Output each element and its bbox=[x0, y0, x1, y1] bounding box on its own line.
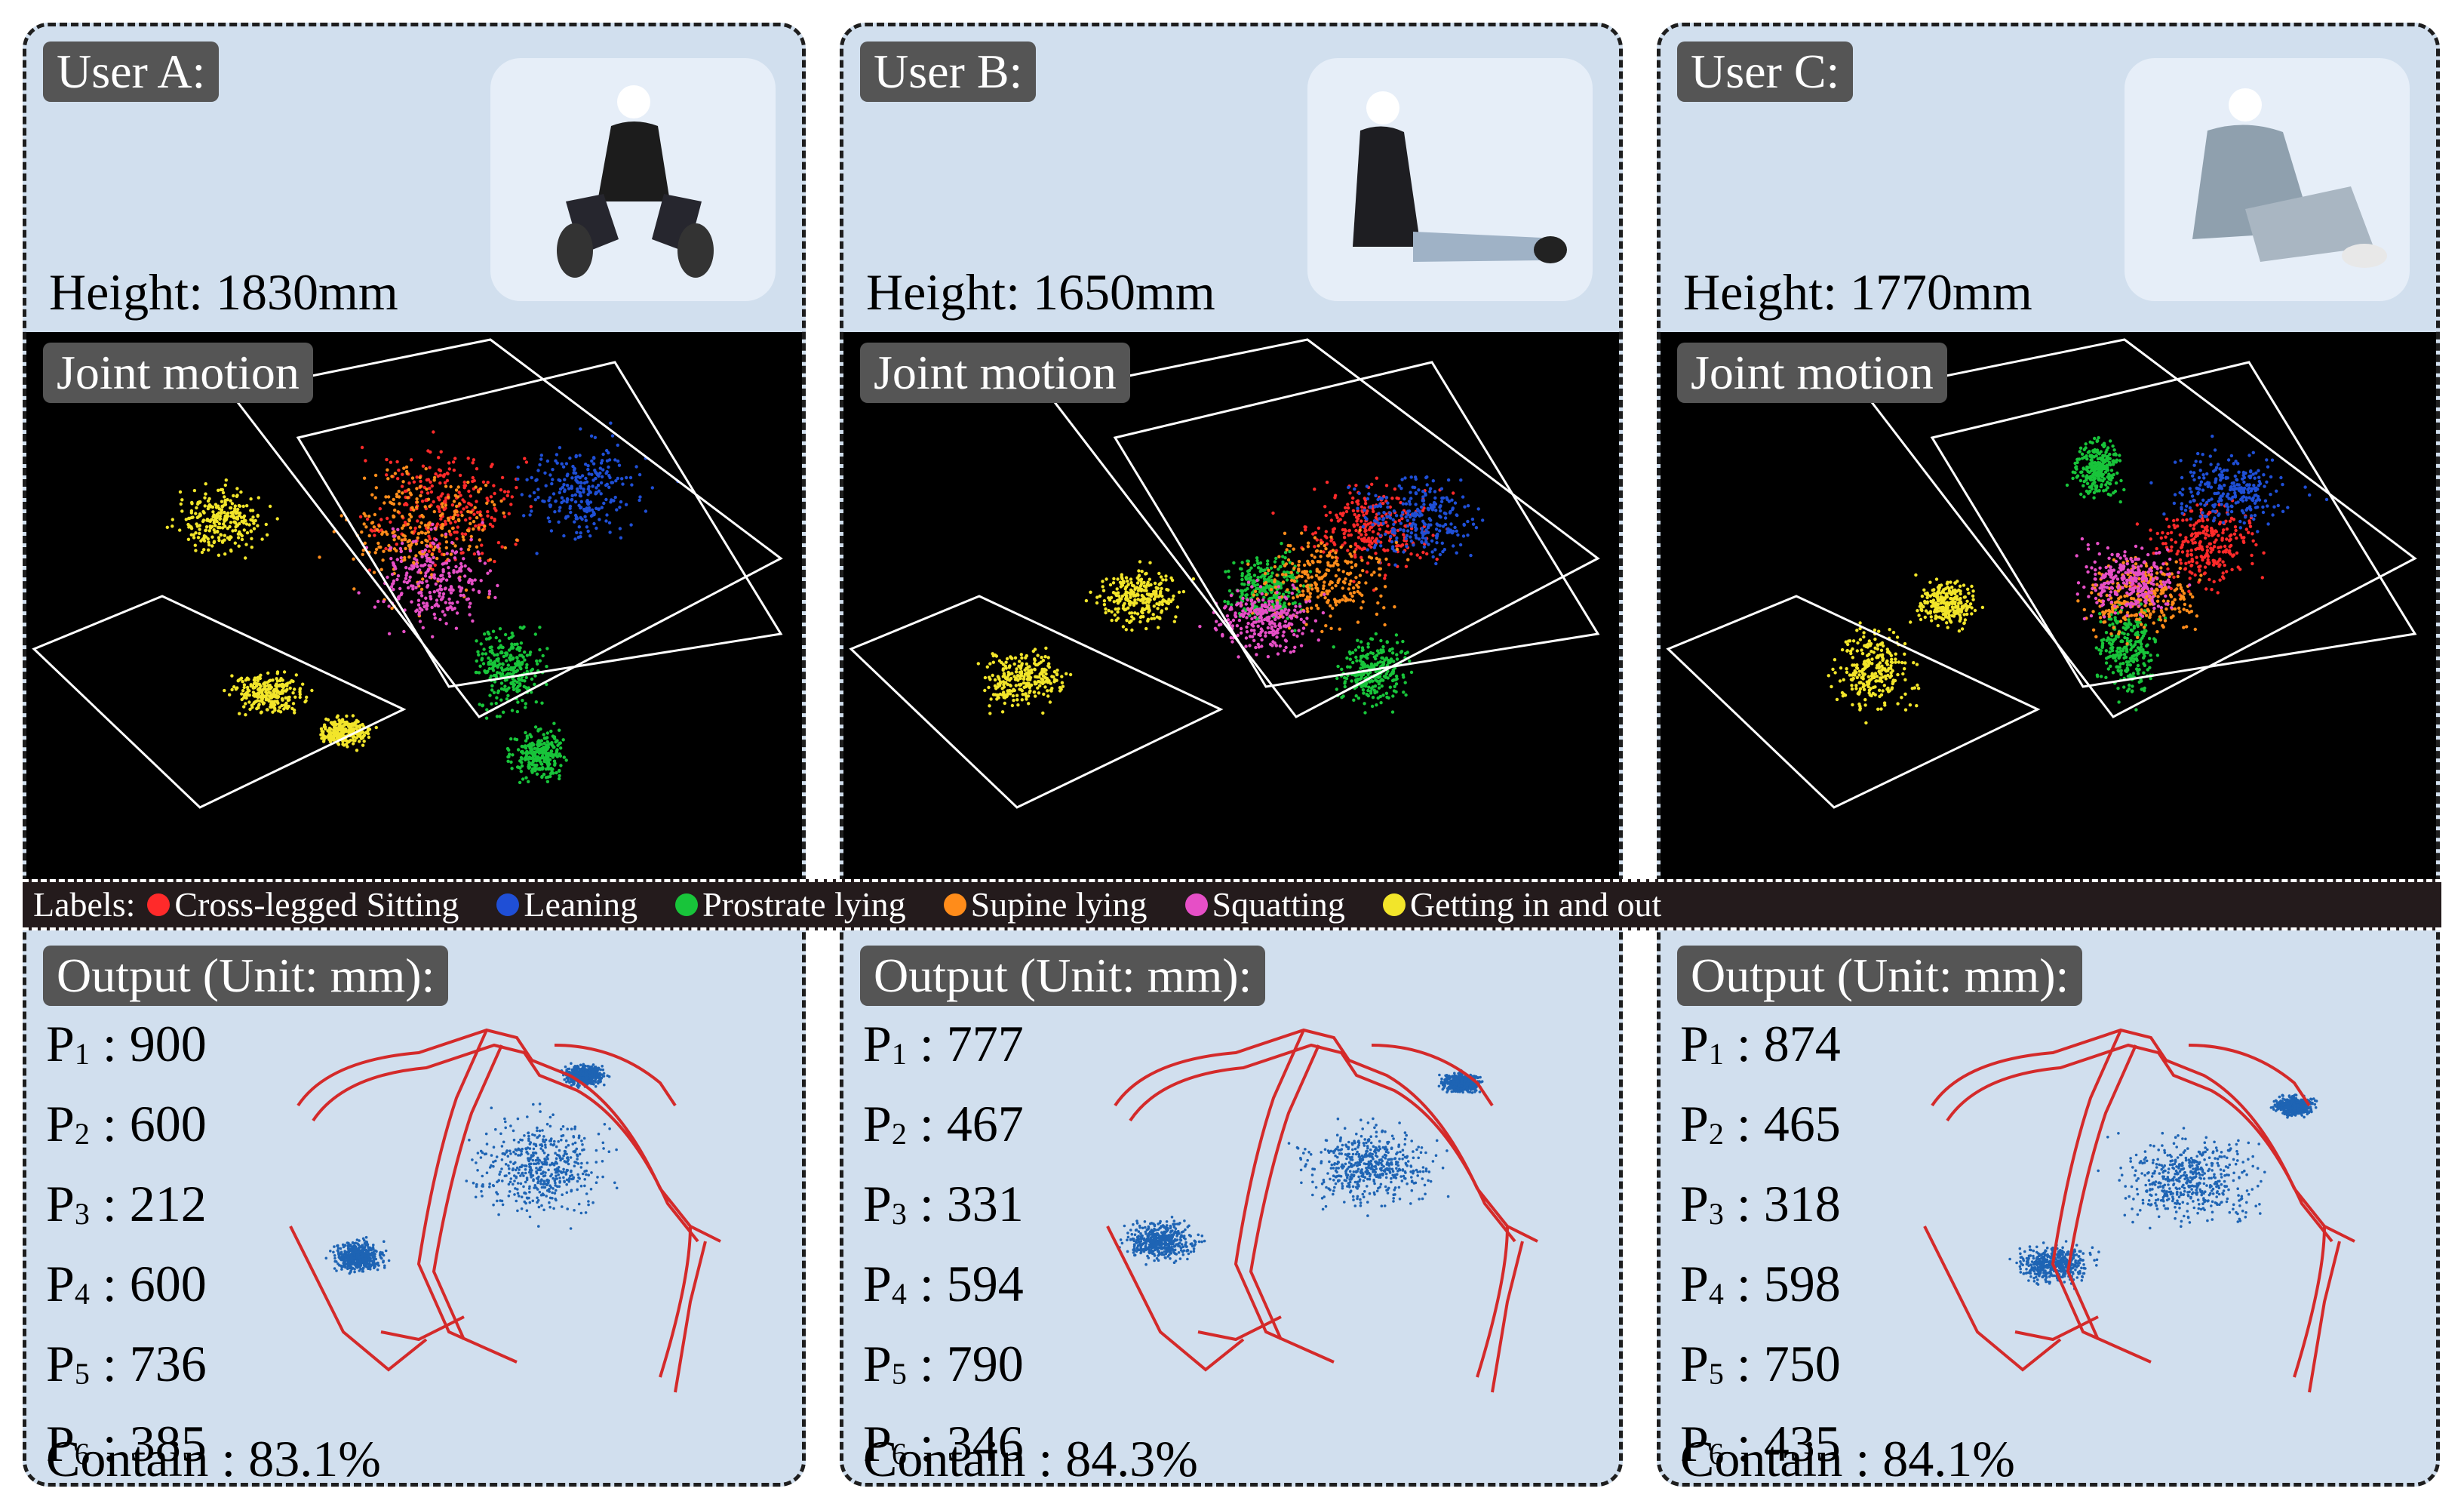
joint-scatter bbox=[849, 338, 1600, 809]
shell-frame bbox=[1923, 1028, 2355, 1393]
param-p2: P2 : 467 bbox=[863, 1095, 1024, 1152]
shell-diagram bbox=[1106, 1028, 1538, 1393]
body-point-cloud bbox=[1118, 1069, 1484, 1266]
scatter-points bbox=[976, 475, 1485, 715]
user-panel-c: User C: Height: 1770mm Joint motion Outp… bbox=[1657, 23, 2440, 1487]
shell-structure-view bbox=[1085, 1015, 1605, 1438]
joint-motion-label: Joint motion bbox=[860, 343, 1130, 403]
param-p1: P1 : 874 bbox=[1680, 1015, 1841, 1072]
output-label: Output (Unit: mm): bbox=[43, 946, 449, 1006]
joint-motion-view: Joint motion bbox=[26, 332, 802, 883]
reference-planes bbox=[849, 338, 1600, 809]
joint-motion-label: Joint motion bbox=[43, 343, 313, 403]
contain-ratio: Contain : 84.1% bbox=[1680, 1430, 2015, 1487]
param-p6: P6 : 346 bbox=[863, 1415, 1024, 1472]
legend-item: Leaning bbox=[489, 879, 638, 930]
scatter-points bbox=[165, 421, 680, 785]
legend-item: Getting in and out bbox=[1375, 879, 1661, 930]
shell-frame bbox=[289, 1028, 721, 1393]
legend-item: Prostrate lying bbox=[668, 879, 906, 930]
scatter-points bbox=[1826, 434, 2329, 725]
body-point-cloud bbox=[324, 1062, 619, 1275]
legend-item: Cross-legged Sitting bbox=[140, 879, 459, 930]
param-p5: P5 : 790 bbox=[863, 1335, 1024, 1392]
user-height: Height: 1830mm bbox=[49, 263, 398, 321]
user-height: Height: 1650mm bbox=[866, 263, 1215, 321]
param-list: P1 : 874 P2 : 465 P3 : 318 P4 : 598 P5 :… bbox=[1680, 1009, 1841, 1483]
legend-dot-icon bbox=[147, 893, 171, 916]
param-p5: P5 : 750 bbox=[1680, 1335, 1841, 1392]
legend-dot-icon bbox=[496, 893, 520, 916]
legend-dot-icon bbox=[1184, 893, 1208, 916]
legend-prefix: Labels: bbox=[33, 885, 136, 924]
legend-dot-icon bbox=[943, 893, 966, 916]
param-p6: P6 : 435 bbox=[1680, 1415, 1841, 1472]
output-label: Output (Unit: mm): bbox=[860, 946, 1266, 1006]
param-list: P1 : 777 P2 : 467 P3 : 331 P4 : 594 P5 :… bbox=[863, 1009, 1024, 1483]
joint-scatter bbox=[1666, 338, 2417, 809]
param-p3: P3 : 318 bbox=[1680, 1175, 1841, 1232]
param-p3: P3 : 331 bbox=[863, 1175, 1024, 1232]
user-photo bbox=[2125, 58, 2410, 301]
legend-dot-icon bbox=[675, 893, 699, 916]
user-name-label: User B: bbox=[860, 42, 1037, 102]
user-name-label: User C: bbox=[1677, 42, 1854, 102]
joint-motion-view: Joint motion bbox=[1661, 332, 2436, 883]
contain-ratio: Contain : 83.1% bbox=[46, 1430, 381, 1487]
param-p2: P2 : 600 bbox=[46, 1095, 207, 1152]
shell-diagram bbox=[1923, 1028, 2355, 1393]
param-p2: P2 : 465 bbox=[1680, 1095, 1841, 1152]
user-photo bbox=[490, 58, 776, 301]
param-p5: P5 : 736 bbox=[46, 1335, 207, 1392]
labels-legend: Labels: Cross-legged Sitting Leaning Pro… bbox=[23, 879, 2441, 930]
reference-planes bbox=[32, 338, 783, 809]
shell-diagram bbox=[289, 1028, 721, 1393]
contain-ratio: Contain : 84.3% bbox=[863, 1430, 1198, 1487]
param-p3: P3 : 212 bbox=[46, 1175, 207, 1232]
param-p4: P4 : 594 bbox=[863, 1255, 1024, 1312]
legend-item: Squatting bbox=[1178, 879, 1345, 930]
param-p4: P4 : 598 bbox=[1680, 1255, 1841, 1312]
joint-motion-view: Joint motion bbox=[843, 332, 1619, 883]
output-label: Output (Unit: mm): bbox=[1677, 946, 2083, 1006]
shell-frame bbox=[1106, 1028, 1538, 1393]
param-p1: P1 : 900 bbox=[46, 1015, 207, 1072]
body-point-cloud bbox=[2008, 1093, 2318, 1290]
param-p6: P6 : 385 bbox=[46, 1415, 207, 1472]
joint-scatter bbox=[32, 338, 783, 809]
shell-structure-view bbox=[1902, 1015, 2423, 1438]
shell-structure-view bbox=[268, 1015, 788, 1438]
user-name-label: User A: bbox=[43, 42, 220, 102]
user-photo bbox=[1307, 58, 1593, 301]
user-height: Height: 1770mm bbox=[1683, 263, 2032, 321]
param-p1: P1 : 777 bbox=[863, 1015, 1024, 1072]
reference-planes bbox=[1666, 338, 2417, 809]
legend-item: Supine lying bbox=[936, 879, 1148, 930]
user-panel-a: User A: Height: 1830mm Joint motion Outp… bbox=[23, 23, 806, 1487]
legend-dot-icon bbox=[1382, 893, 1406, 916]
user-panel-b: User B: Height: 1650mm Joint motion Outp… bbox=[840, 23, 1623, 1487]
param-p4: P4 : 600 bbox=[46, 1255, 207, 1312]
joint-motion-label: Joint motion bbox=[1677, 343, 1947, 403]
param-list: P1 : 900 P2 : 600 P3 : 212 P4 : 600 P5 :… bbox=[46, 1009, 207, 1483]
